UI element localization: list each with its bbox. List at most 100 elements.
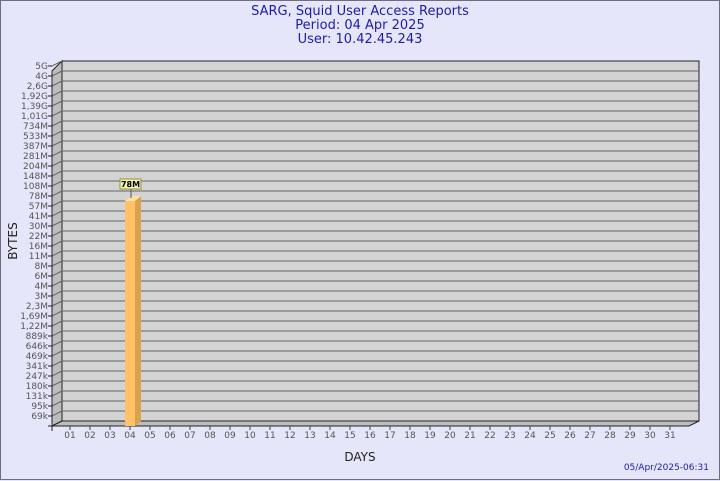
y-tick-label: 30M (29, 222, 48, 232)
x-tick-label: 11 (264, 431, 275, 441)
gridline-diagonal (51, 240, 63, 247)
gridline-diagonal (51, 370, 63, 377)
y-tick-label: 734M (23, 122, 48, 132)
gridline-diagonal (51, 170, 63, 177)
y-tick-label: 889k (26, 332, 49, 342)
x-tick-label: 08 (204, 431, 216, 441)
x-tick-label: 10 (244, 431, 256, 441)
bar-side (135, 196, 141, 426)
gridline-diagonal (51, 260, 63, 267)
x-tick-label: 07 (184, 431, 195, 441)
x-tick-label: 27 (584, 431, 595, 441)
gridline-diagonal (51, 120, 63, 127)
x-tick-label: 09 (224, 431, 236, 441)
y-tick-label: 533M (23, 132, 48, 142)
x-tick-label: 13 (304, 431, 315, 441)
gridline-diagonal (51, 140, 63, 147)
x-tick-label: 12 (284, 431, 295, 441)
gridline-diagonal (51, 300, 63, 307)
gridline-diagonal (51, 410, 63, 417)
bar-front (125, 201, 135, 426)
y-tick-label: 11M (29, 252, 48, 262)
x-tick-label: 21 (464, 431, 475, 441)
x-tick-label: 01 (64, 431, 75, 441)
gridline-diagonal (51, 110, 63, 117)
x-tick-label: 16 (364, 431, 376, 441)
y-tick-label: 95k (31, 402, 48, 412)
x-tick-label: 15 (344, 431, 355, 441)
y-tick-label: 180k (26, 382, 49, 392)
x-tick-label: 20 (444, 431, 456, 441)
y-tick-label: 148M (23, 172, 48, 182)
gridline-diagonal (51, 100, 63, 107)
y-tick-label: 131k (26, 392, 49, 402)
x-tick-label: 23 (504, 431, 515, 441)
generated-timestamp: 05/Apr/2025-06:31 (624, 463, 709, 473)
y-tick-label: 6M (35, 272, 49, 282)
y-tick-label: 22M (29, 232, 48, 242)
chart-user: User: 10.42.45.243 (297, 32, 423, 47)
x-tick-label: 29 (624, 431, 636, 441)
y-tick-label: 41M (29, 212, 48, 222)
gridline-diagonal (51, 400, 63, 407)
gridline-diagonal (51, 320, 63, 327)
gridline-diagonal (51, 150, 63, 157)
y-tick-label: 469k (26, 352, 49, 362)
gridline-diagonal (51, 70, 63, 77)
gridline-diagonal (51, 200, 63, 207)
x-axis-label: DAYS (344, 450, 375, 464)
y-tick-label: 4M (35, 282, 49, 292)
x-tick-label: 28 (604, 431, 616, 441)
y-tick-label: 204M (23, 162, 48, 172)
gridline-diagonal (51, 280, 63, 287)
x-tick-label: 22 (484, 431, 495, 441)
x-tick-label: 17 (384, 431, 395, 441)
x-tick-label: 24 (524, 431, 536, 441)
gridline-diagonal (51, 60, 63, 67)
chart-title: SARG, Squid User Access Reports (251, 4, 469, 19)
y-tick-label: 1,22M (20, 322, 48, 332)
y-tick-label: 1,01G (21, 112, 48, 122)
y-tick-label: 247k (26, 372, 49, 382)
x-tick-label: 03 (104, 431, 115, 441)
gridline-diagonal (51, 80, 63, 87)
y-tick-label: 3M (35, 292, 49, 302)
gridline-diagonal (51, 330, 63, 337)
chart-period: Period: 04 Apr 2025 (295, 18, 425, 33)
gridline-diagonal (51, 310, 63, 317)
x-tick-label: 06 (164, 431, 176, 441)
y-tick-label: 2,6G (27, 82, 48, 92)
y-tick-label: 57M (29, 202, 48, 212)
gridline-diagonal (51, 130, 63, 137)
gridline-diagonal (51, 390, 63, 397)
y-tick-label: 1,92G (21, 92, 48, 102)
y-tick-label: 108M (23, 182, 48, 192)
y-tick-label: 16M (29, 242, 48, 252)
gridline-diagonal (51, 290, 63, 297)
gridline-diagonal (51, 90, 63, 97)
y-tick-label: 281M (23, 152, 48, 162)
y-tick-label: 69k (31, 412, 48, 422)
x-tick-label: 04 (124, 431, 136, 441)
bar-top (125, 196, 141, 201)
x-tick-label: 30 (644, 431, 656, 441)
y-tick-label: 78M (29, 192, 48, 202)
x-tick-label: 05 (144, 431, 155, 441)
gridline-diagonal (51, 250, 63, 257)
x-tick-label: 19 (424, 431, 436, 441)
y-tick-label: 2,3M (26, 302, 48, 312)
floor (51, 420, 700, 427)
gridline-diagonal (51, 270, 63, 277)
gridline-diagonal (51, 360, 63, 367)
gridline-diagonal (51, 220, 63, 227)
x-tick-label: 02 (84, 431, 95, 441)
gridline-diagonal (51, 160, 63, 167)
x-tick-label: 25 (544, 431, 555, 441)
x-tick-label: 18 (404, 431, 416, 441)
bar-value-label: 78M (121, 180, 140, 189)
x-tick-label: 31 (664, 431, 675, 441)
y-tick-label: 646k (26, 342, 49, 352)
gridline-diagonal (51, 340, 63, 347)
